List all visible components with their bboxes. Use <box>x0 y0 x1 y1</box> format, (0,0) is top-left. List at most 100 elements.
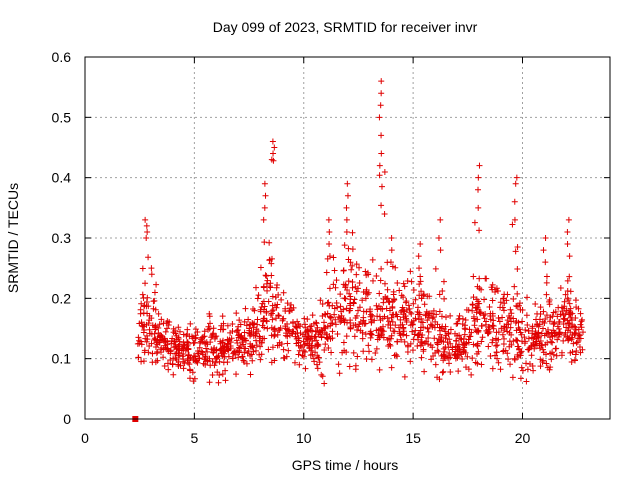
data-point <box>421 368 428 375</box>
data-point <box>211 335 218 342</box>
data-point <box>412 296 419 303</box>
data-point <box>175 362 182 369</box>
data-point <box>268 324 275 331</box>
data-point <box>399 321 406 328</box>
data-point <box>353 261 360 268</box>
data-point <box>479 334 486 341</box>
data-point <box>513 318 520 325</box>
data-point <box>353 271 360 278</box>
data-point <box>492 342 499 349</box>
data-point <box>321 347 328 354</box>
data-point <box>429 344 436 351</box>
data-point <box>376 172 383 179</box>
data-point <box>578 318 585 325</box>
data-point <box>577 321 584 328</box>
data-point <box>322 311 329 318</box>
data-point <box>299 352 306 359</box>
data-point <box>474 343 481 350</box>
data-point <box>266 239 273 246</box>
data-point <box>277 325 284 332</box>
data-point <box>284 300 291 307</box>
data-point <box>315 341 322 348</box>
data-point <box>388 332 395 339</box>
data-point <box>139 291 146 298</box>
data-point <box>365 342 372 349</box>
data-point <box>175 324 182 331</box>
data-point <box>275 313 282 320</box>
data-point <box>554 313 561 320</box>
data-point <box>431 335 438 342</box>
data-point <box>417 273 424 280</box>
data-point <box>376 114 383 121</box>
data-point <box>407 268 414 275</box>
data-point <box>565 319 572 326</box>
y-tick-label: 0.2 <box>52 290 72 306</box>
data-point <box>573 339 580 346</box>
data-point <box>140 323 147 330</box>
data-point <box>566 273 573 280</box>
data-point <box>210 330 217 337</box>
x-tick-label: 5 <box>190 430 198 446</box>
data-point <box>516 300 523 307</box>
data-point <box>423 311 430 318</box>
data-point <box>565 297 572 304</box>
data-point <box>148 265 155 272</box>
data-point <box>513 174 520 181</box>
data-point <box>385 321 392 328</box>
data-point <box>239 353 246 360</box>
data-point <box>507 314 514 321</box>
data-point <box>140 310 147 317</box>
data-point <box>363 290 370 297</box>
data-point <box>407 309 414 316</box>
data-point <box>297 330 304 337</box>
y-tick-label: 0.6 <box>52 49 72 65</box>
data-point <box>459 341 466 348</box>
data-point <box>282 332 289 339</box>
data-point <box>241 318 248 325</box>
data-point <box>264 287 271 294</box>
data-point <box>284 320 291 327</box>
data-point <box>209 358 216 365</box>
data-point <box>547 350 554 357</box>
data-point <box>332 321 339 328</box>
data-point <box>176 328 183 335</box>
data-point <box>387 325 394 332</box>
data-point <box>354 353 361 360</box>
data-point <box>444 339 451 346</box>
data-point <box>336 370 343 377</box>
data-point <box>301 333 308 340</box>
data-point <box>328 315 335 322</box>
data-point <box>390 328 397 335</box>
data-point <box>324 323 331 330</box>
data-point <box>408 278 415 285</box>
data-point <box>145 254 152 261</box>
data-point <box>494 355 501 362</box>
data-point <box>579 329 586 336</box>
data-point <box>215 379 222 386</box>
data-point <box>489 339 496 346</box>
data-point <box>376 366 383 373</box>
data-point <box>248 329 255 336</box>
y-tick-label: 0.4 <box>52 170 72 186</box>
data-point <box>400 324 407 331</box>
data-point <box>343 216 350 223</box>
data-point <box>184 357 191 364</box>
data-point <box>362 331 369 338</box>
data-point <box>461 331 468 338</box>
data-point <box>564 277 571 284</box>
data-point <box>258 339 265 346</box>
data-point <box>543 273 550 280</box>
data-point <box>183 345 190 352</box>
data-point <box>349 284 356 291</box>
data-point <box>149 322 156 329</box>
data-point <box>507 361 514 368</box>
data-point <box>232 348 239 355</box>
data-point <box>209 332 216 339</box>
data-point <box>432 318 439 325</box>
data-point <box>302 349 309 356</box>
data-point <box>389 298 396 305</box>
data-point <box>502 347 509 354</box>
data-point <box>516 302 523 309</box>
data-point <box>324 299 331 306</box>
data-point <box>341 242 348 249</box>
